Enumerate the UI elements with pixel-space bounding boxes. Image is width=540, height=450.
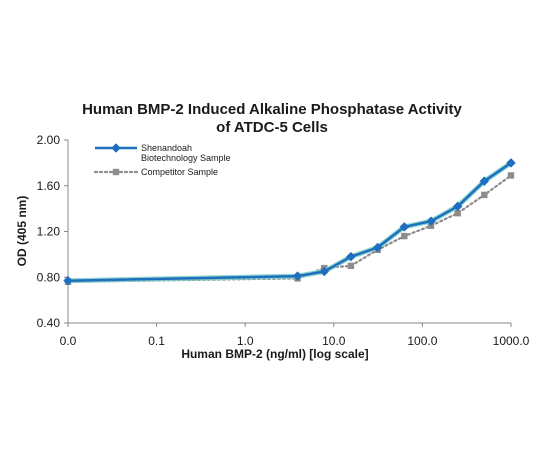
y-axis-title: OD (405 nm) — [15, 196, 29, 267]
data-point-square — [507, 172, 515, 179]
x-axis-title: Human BMP-2 (ng/ml) [log scale] — [181, 347, 368, 361]
x-tick-label: 10.0 — [322, 334, 346, 348]
data-point-diamond — [506, 158, 516, 168]
x-tick-label: 1000.0 — [493, 334, 530, 348]
x-tick-label: 100.0 — [407, 334, 437, 348]
series-line — [67, 161, 512, 282]
y-tick-label: 0.40 — [37, 316, 61, 330]
data-point-diamond — [111, 143, 121, 153]
y-ticks: 0.40 0.80 1.20 1.60 2.00 — [37, 133, 68, 330]
data-point-diamond — [479, 176, 490, 187]
data-point-square — [481, 191, 488, 199]
data-point-square — [401, 232, 408, 240]
chart-title-line-1: Human BMP-2 Induced Alkaline Phosphatase… — [82, 101, 462, 118]
series — [63, 158, 516, 286]
data-point-diamond — [452, 201, 463, 212]
data-point-diamond — [292, 271, 303, 281]
axes — [67, 140, 511, 324]
series-shenandoah — [63, 158, 516, 286]
series-line-glow — [67, 160, 513, 284]
data-point-diamond — [426, 216, 436, 227]
y-tick-label: 1.20 — [37, 225, 61, 239]
data-point-diamond — [63, 275, 73, 286]
legend-label-competitor: Competitor Sample — [141, 167, 218, 177]
y-tick-label: 1.60 — [37, 179, 61, 193]
x-ticks: 0.0 0.1 1.0 10.0 100.0 1000.0 — [60, 323, 530, 348]
legend-label-shenandoah: Biotechnology Sample — [141, 153, 231, 163]
series-line — [66, 174, 513, 283]
data-point-diamond — [372, 242, 383, 253]
data-point-square — [112, 168, 120, 176]
data-point-square — [347, 262, 355, 270]
y-tick-label: 2.00 — [37, 133, 61, 147]
x-tick-label: 1.0 — [237, 334, 254, 348]
data-point-diamond — [346, 251, 356, 262]
data-point-diamond — [399, 222, 410, 232]
legend-label-shenandoah: Shenandoah — [141, 143, 192, 153]
x-tick-label: 0.1 — [148, 334, 165, 348]
data-point-square — [454, 210, 461, 217]
y-tick-label: 0.80 — [37, 270, 61, 284]
x-tick-label: 0.0 — [60, 334, 77, 348]
data-point-diamond — [319, 266, 330, 277]
series-competitor — [64, 172, 515, 286]
chart-title-line-2: of ATDC-5 Cells — [216, 119, 328, 136]
